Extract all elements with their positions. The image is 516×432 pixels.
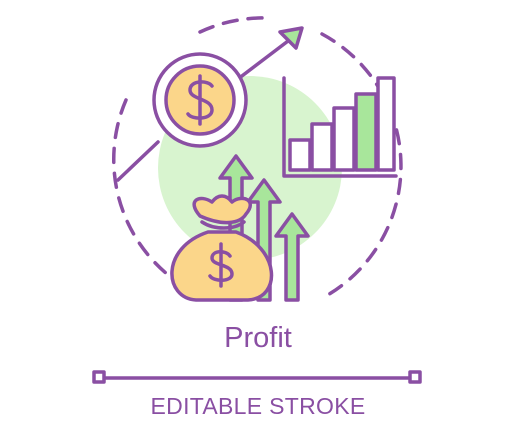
dollar-coin-icon	[152, 52, 248, 148]
trend-arrow-icon	[116, 26, 304, 182]
caption-divider	[92, 370, 422, 384]
money-bag-icon	[170, 194, 274, 302]
caption-title: Profit	[224, 322, 292, 354]
dashed-ring-top	[198, 16, 270, 34]
dashed-ring	[320, 32, 403, 298]
dashed-ring-left	[112, 98, 192, 292]
bar-chart-icon	[282, 76, 398, 178]
caption-subtitle: EDITABLE STROKE	[150, 393, 366, 419]
